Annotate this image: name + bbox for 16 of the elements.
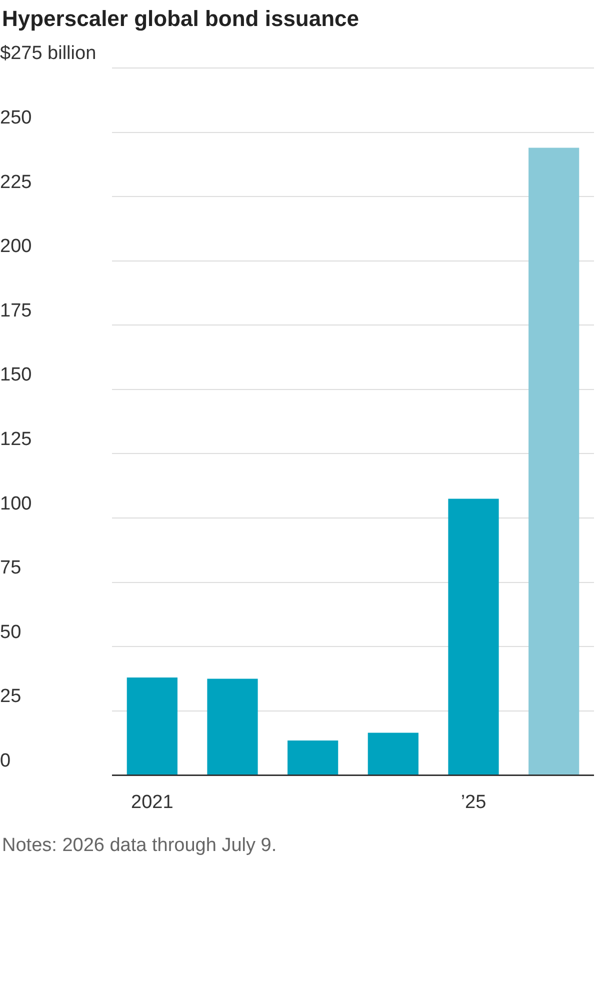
y-tick-label: 225 bbox=[0, 172, 32, 193]
x-tick-label: ’25 bbox=[460, 792, 486, 813]
text: Notes: 2026 data through July 9. bbox=[2, 834, 278, 858]
y-tick-label: 100 bbox=[0, 493, 32, 514]
y-tick-label: 75 bbox=[0, 558, 22, 579]
y-tick-label: 50 bbox=[0, 622, 22, 643]
y-tick-label: 175 bbox=[0, 300, 32, 322]
y-tick-label: 150 bbox=[0, 364, 32, 386]
y-tick-label: 125 bbox=[0, 428, 32, 450]
y-tick-label: 250 bbox=[0, 108, 32, 129]
x-tick-label: 2021 bbox=[131, 792, 174, 813]
chart-title: Hyperscaler global bond issuance bbox=[2, 6, 360, 32]
y-tick-label: 200 bbox=[0, 236, 32, 258]
y-tick-label: $275 billion bbox=[0, 43, 96, 64]
y-tick-label: 25 bbox=[0, 686, 22, 708]
y-tick-label: 0 bbox=[0, 750, 11, 772]
